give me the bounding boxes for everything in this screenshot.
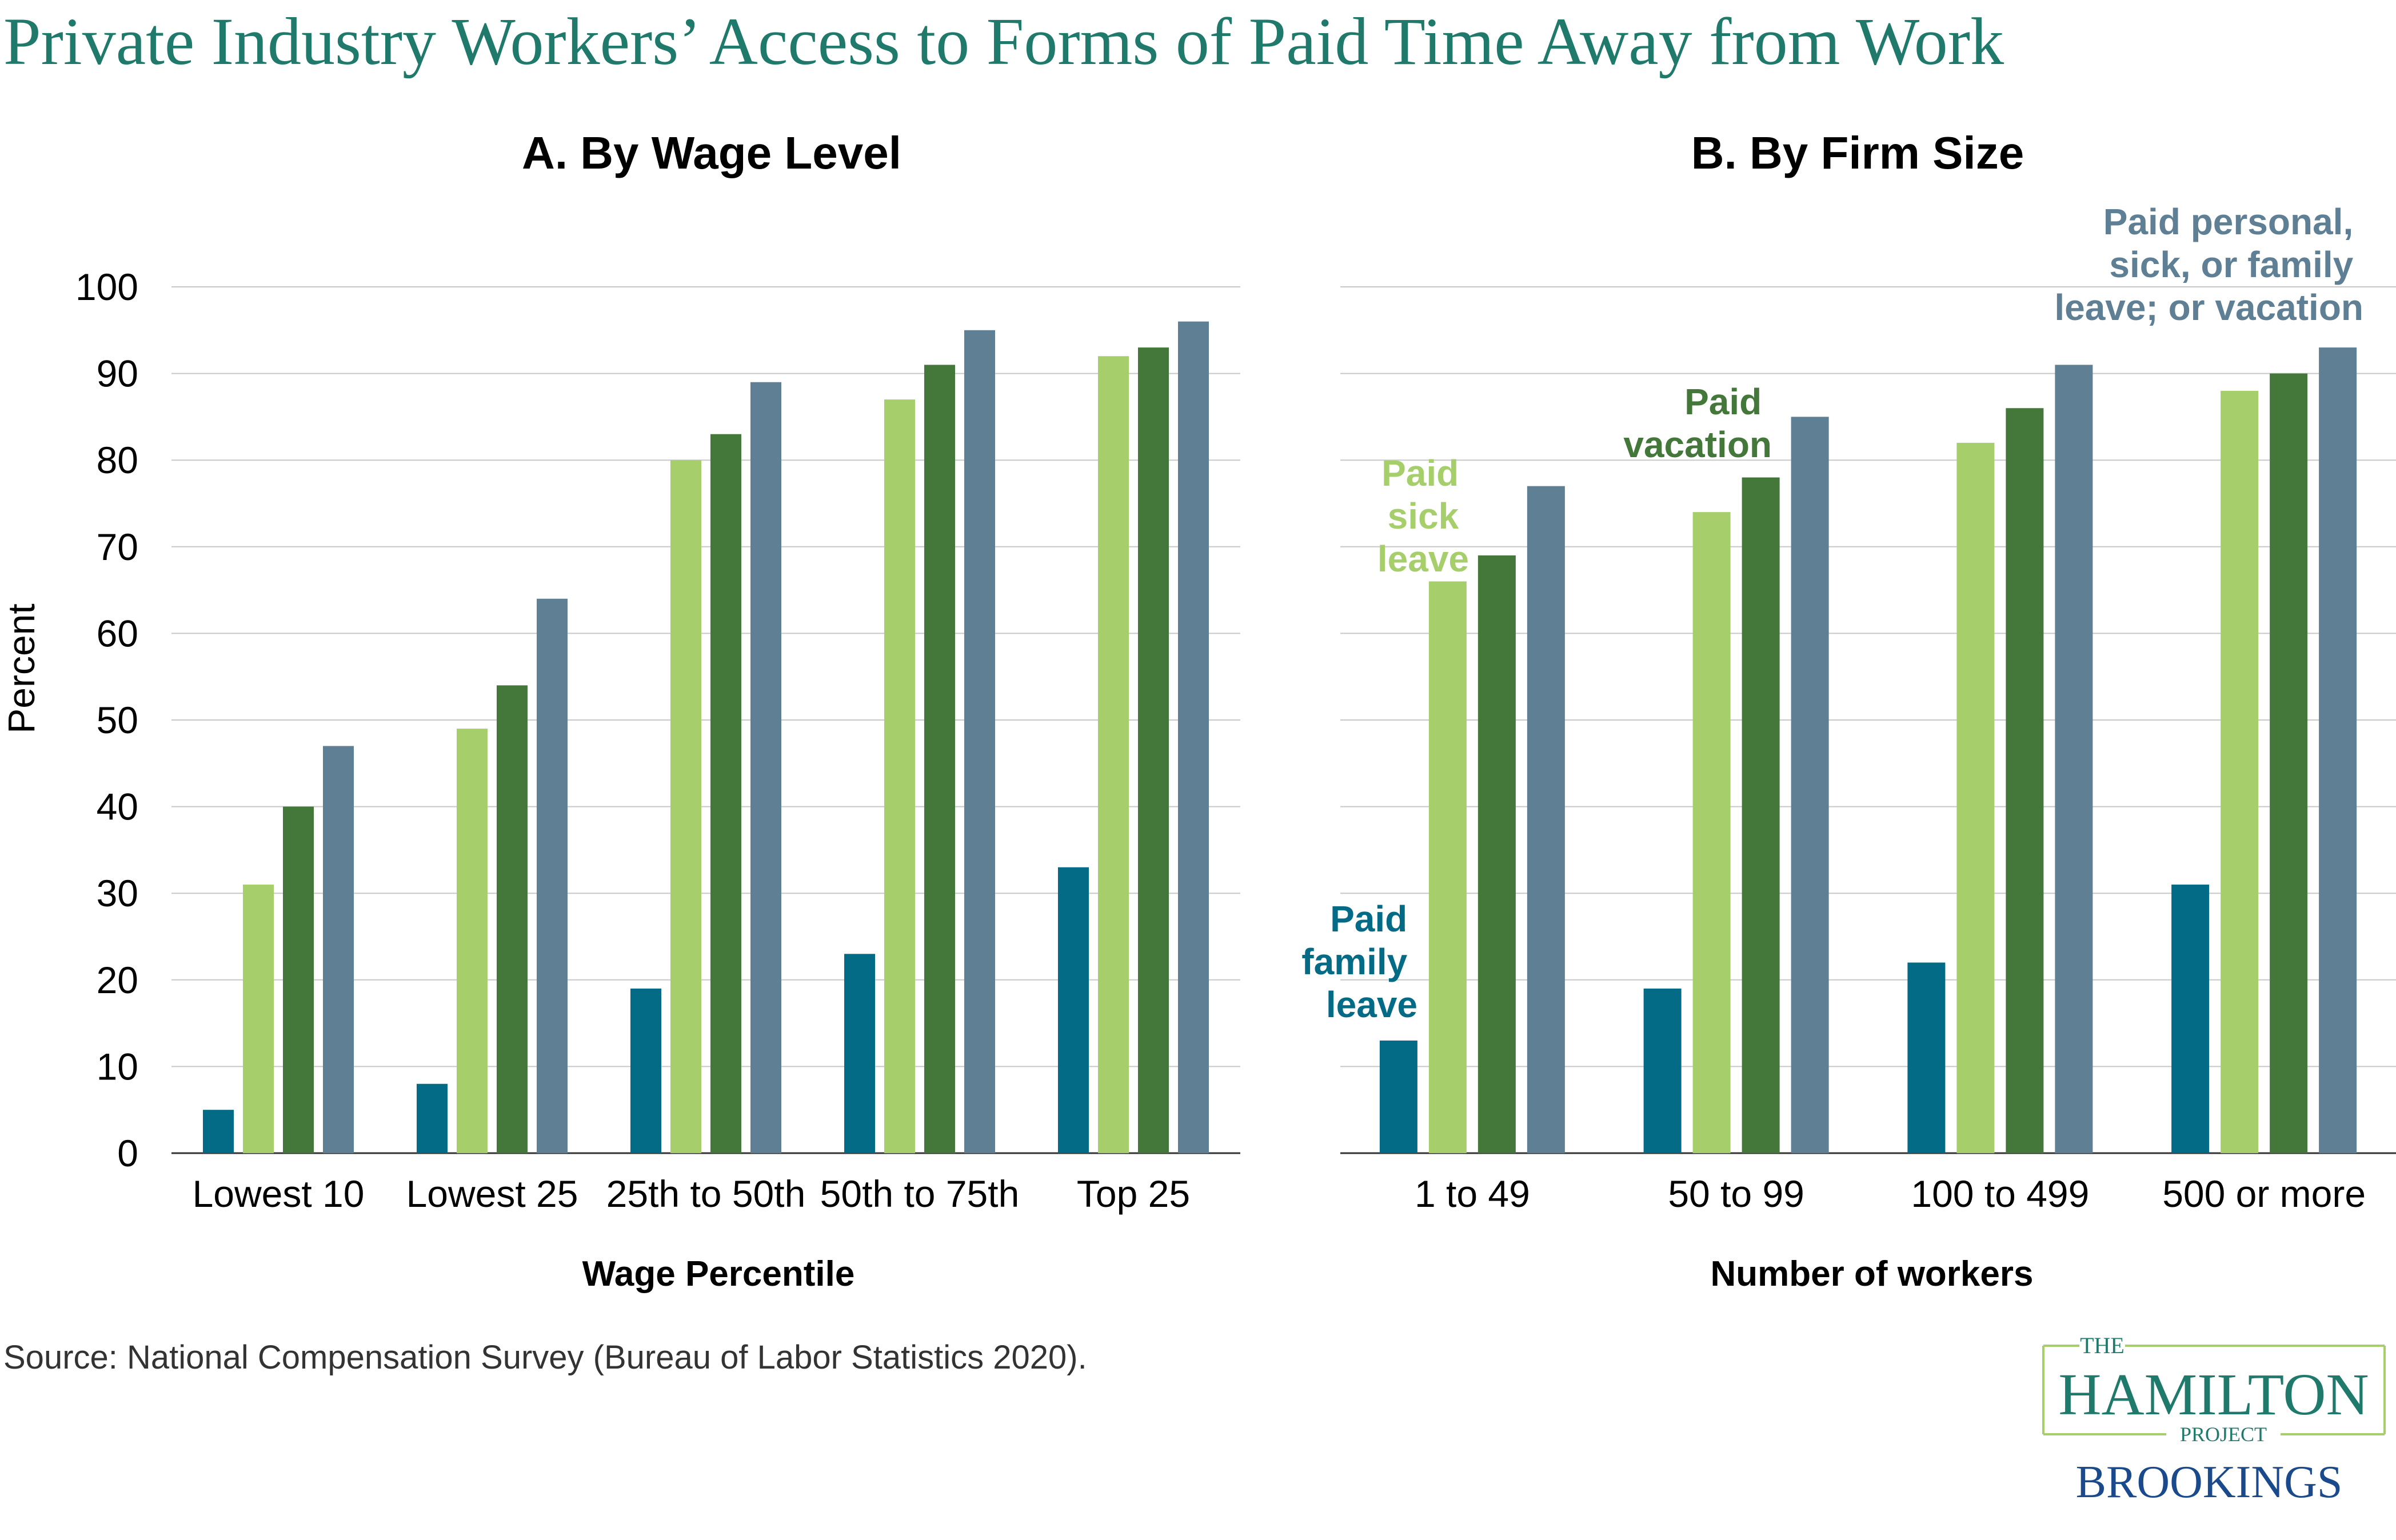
a-x-tick-label: 50th to 75th [820, 1173, 1020, 1215]
a-bar-25th-to-50th-paid-vacation [710, 434, 741, 1153]
panel-a-x-axis-label: Wage Percentile [582, 1254, 855, 1294]
a-x-tick-label: Lowest 10 [193, 1173, 365, 1215]
chart-title: Private Industry Workers’ Access to Form… [3, 4, 2004, 79]
b-bar-500-or-more-paid-sick-leave [2221, 390, 2259, 1154]
panel-b-x-axis-label: Number of workers [1710, 1254, 2033, 1294]
panel-b-bars [1379, 347, 2357, 1154]
panel-a-y-ticks: 0 10 20 30 40 50 60 70 80 90 100 [75, 266, 138, 1174]
a-bar-lowest-10-paid-sick-leave [243, 885, 274, 1153]
b-x-tick-label: 500 or more [2162, 1173, 2366, 1215]
a-x-tick-label: 25th to 50th [606, 1173, 806, 1215]
b-bar-1-to-49-paid-sick-leave [1428, 581, 1467, 1153]
panel-b-title: B. By Firm Size [1691, 127, 2024, 178]
source-note: Source: National Compensation Survey (Bu… [3, 1339, 1087, 1376]
logo-brookings: BROOKINGS [2076, 1457, 2343, 1507]
a-bar-lowest-10-paid-vacation [283, 806, 314, 1153]
a-bar-50th-to-75th-paid-vacation [924, 365, 955, 1154]
panel-a-y-tick-label: 50 [97, 699, 138, 741]
panel-a-y-tick-label: 70 [97, 526, 138, 568]
panel-a-y-tick-label: 60 [97, 612, 138, 654]
b-bar-50-to-99-paid-family-leave [1643, 988, 1682, 1153]
panel-a-y-tick-label: 10 [97, 1045, 138, 1087]
panel-a-y-tick-label: 90 [97, 353, 138, 395]
b-bar-500-or-more-paid-family-leave [2171, 885, 2210, 1153]
panel-a-y-tick-label: 0 [117, 1132, 138, 1174]
panel-b: B. By Firm Size 1 to 49 50 to 99 100 to 49… [1301, 127, 2396, 1294]
annotation-paid-family-leave: Paid family leave [1301, 898, 1417, 1025]
panel-a-y-tick-label: 100 [75, 266, 138, 308]
a-bar-lowest-10-paid-any [323, 746, 354, 1153]
panel-a-x-ticks: Lowest 10 Lowest 25 25th to 50th 50th to 75… [193, 1173, 1191, 1215]
b-x-tick-label: 100 to 499 [1911, 1173, 2089, 1215]
a-bar-lowest-10-paid-family-leave [203, 1110, 234, 1153]
panel-b-x-ticks: 1 to 49 50 to 99 100 to 499 500 or more [1415, 1173, 2366, 1215]
a-x-tick-label: Lowest 25 [406, 1173, 578, 1215]
a-bar-top-25-paid-any [1178, 321, 1209, 1153]
panel-a-title: A. By Wage Level [522, 127, 901, 178]
b-bar-1-to-49-paid-vacation [1477, 555, 1516, 1154]
panel-a-y-tick-label: 30 [97, 872, 138, 914]
panel-a-bars [203, 321, 1209, 1154]
annotation-paid-sick-leave: Paid sick leave [1377, 453, 1469, 579]
a-bar-top-25-paid-family-leave [1058, 867, 1089, 1153]
panel-a: A. By Wage Level 0102030405060708090100 … [0, 127, 1240, 1294]
a-bar-lowest-25-paid-vacation [497, 685, 528, 1153]
logo-project: PROJECT [2180, 1423, 2267, 1446]
logo-hamilton: HAMILTON [2058, 1362, 2369, 1427]
panel-a-y-tick-label: 40 [97, 786, 138, 828]
a-bar-50th-to-75th-paid-any [964, 330, 995, 1153]
a-bar-50th-to-75th-paid-family-leave [844, 954, 875, 1153]
a-bar-25th-to-50th-paid-any [750, 382, 781, 1153]
b-bar-50-to-99-paid-any [1791, 417, 1829, 1153]
b-x-tick-label: 50 to 99 [1668, 1173, 1804, 1215]
a-bar-top-25-paid-sick-leave [1098, 356, 1129, 1153]
b-bar-500-or-more-paid-any [2319, 347, 2357, 1153]
a-x-tick-label: Top 25 [1077, 1173, 1190, 1215]
annotation-paid-vacation: Paid vacation [1623, 381, 1772, 465]
b-bar-100-to-499-paid-any [2055, 365, 2093, 1154]
a-bar-lowest-25-paid-family-leave [417, 1083, 448, 1153]
b-bar-500-or-more-paid-vacation [2270, 373, 2308, 1153]
b-bar-100-to-499-paid-sick-leave [1956, 442, 1995, 1153]
a-bar-lowest-25-paid-any [537, 598, 568, 1153]
panel-a-y-tick-label: 80 [97, 439, 138, 481]
a-bar-top-25-paid-vacation [1138, 347, 1169, 1153]
b-bar-1-to-49-paid-any [1527, 486, 1565, 1154]
b-bar-100-to-499-paid-family-leave [1907, 962, 1946, 1153]
b-bar-50-to-99-paid-vacation [1742, 477, 1780, 1153]
b-bar-1-to-49-paid-family-leave [1379, 1040, 1417, 1153]
annotation-paid-any-leave-or-vacation: Paid personal, sick, or family leave; or… [2054, 201, 2363, 328]
panel-b-gridlines [1340, 286, 2396, 1154]
panel-a-y-tick-label: 20 [97, 959, 138, 1001]
b-x-tick-label: 1 to 49 [1415, 1173, 1530, 1215]
a-bar-25th-to-50th-paid-family-leave [630, 988, 661, 1153]
b-bar-50-to-99-paid-sick-leave [1692, 512, 1731, 1154]
panel-a-y-axis-label: Percent [0, 603, 42, 733]
a-bar-25th-to-50th-paid-sick-leave [670, 460, 701, 1154]
hamilton-brookings-logo: THE HAMILTON PROJECT BROOKINGS [2042, 1333, 2386, 1507]
a-bar-lowest-25-paid-sick-leave [457, 729, 488, 1153]
logo-the: THE [2080, 1333, 2125, 1358]
a-bar-50th-to-75th-paid-sick-leave [884, 399, 915, 1153]
b-bar-100-to-499-paid-vacation [2006, 408, 2044, 1153]
